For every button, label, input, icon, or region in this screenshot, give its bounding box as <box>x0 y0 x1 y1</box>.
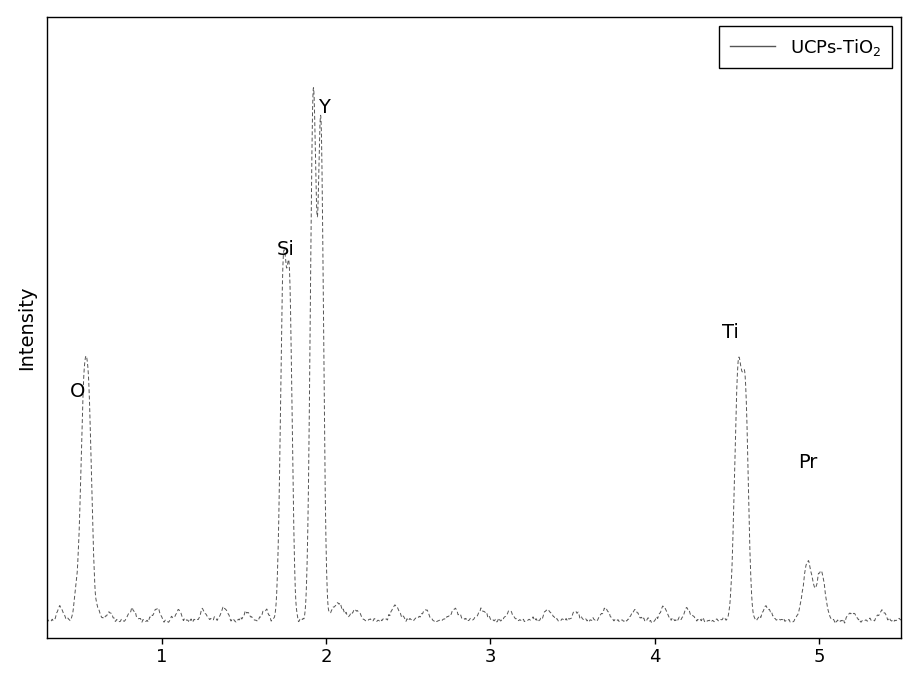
Legend: UCPs-TiO$_2$: UCPs-TiO$_2$ <box>720 26 892 68</box>
Y-axis label: Intensity: Intensity <box>17 285 36 370</box>
Text: O: O <box>70 382 85 401</box>
Text: Si: Si <box>277 240 295 260</box>
Text: Pr: Pr <box>798 454 817 472</box>
Text: Ti: Ti <box>722 323 739 342</box>
Text: Y: Y <box>318 98 330 117</box>
